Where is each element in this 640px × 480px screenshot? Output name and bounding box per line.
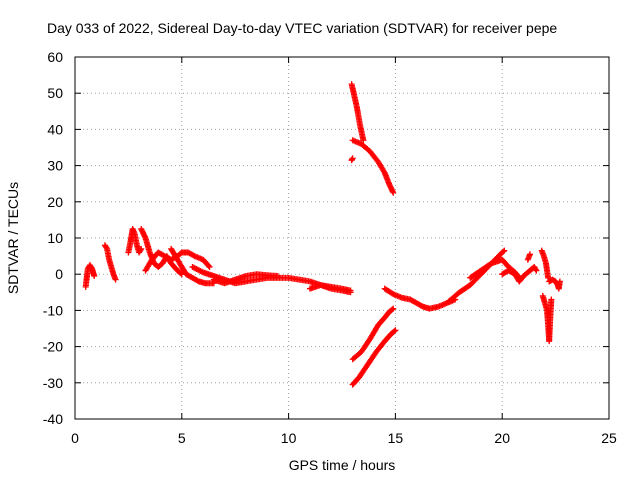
data-layer (82, 81, 563, 388)
data-point (500, 248, 507, 255)
series-arc-c (125, 225, 145, 256)
series-arc-h (210, 271, 281, 287)
y-tick-label: 10 (47, 230, 63, 246)
data-point (532, 266, 539, 273)
x-tick-label: 20 (494, 430, 510, 446)
data-point (501, 247, 508, 254)
data-point (206, 263, 213, 270)
series-arc-k (349, 137, 397, 196)
series-arc-q (467, 256, 523, 281)
grid-layer (75, 57, 609, 419)
series-arc-a (82, 262, 98, 290)
y-tick-label: -10 (43, 302, 63, 318)
y-tick-label: 60 (47, 49, 63, 65)
x-tick-label: 10 (281, 430, 297, 446)
y-tick-label: 50 (47, 85, 63, 101)
y-tick-label: -40 (43, 411, 63, 427)
data-point (533, 267, 540, 274)
data-point (389, 306, 396, 313)
data-point (390, 189, 397, 196)
series-arc-f (168, 245, 217, 287)
data-point (347, 289, 354, 296)
series-arc-s (524, 251, 533, 263)
series-arc-n (349, 327, 399, 388)
x-tick-label: 15 (388, 430, 404, 446)
data-point (205, 262, 212, 269)
series-arc-j (348, 81, 367, 144)
series-arc-l (348, 155, 356, 164)
series-arc-r (499, 263, 540, 285)
data-point (112, 276, 119, 283)
series-arc-u (539, 292, 555, 345)
y-tick-label: 30 (47, 158, 63, 174)
x-axis-label: GPS time / hours (289, 457, 396, 473)
data-point (545, 274, 552, 281)
data-point (138, 245, 145, 252)
data-point (198, 268, 205, 275)
y-tick-label: -30 (43, 375, 63, 391)
data-point (274, 273, 281, 280)
data-point (190, 252, 197, 259)
data-point (391, 328, 398, 335)
series-arc-o (381, 285, 459, 312)
data-point (137, 247, 144, 254)
x-tick-label: 5 (178, 430, 186, 446)
y-tick-label: -20 (43, 339, 63, 355)
chart-title: Day 033 of 2022, Sidereal Day-to-day VTE… (47, 20, 557, 36)
data-point (548, 296, 555, 303)
data-point (349, 155, 356, 162)
data-point (556, 278, 563, 285)
y-axis-label: SDTVAR / TECUs (5, 182, 21, 294)
y-tick-label: 40 (47, 121, 63, 137)
series-arc-i (306, 282, 354, 296)
data-point (392, 327, 399, 334)
series-arc-t (538, 247, 552, 281)
series-arc-m (349, 305, 397, 363)
series-arc-v (546, 276, 563, 292)
x-tick-label: 25 (601, 430, 617, 446)
y-tick-label: 20 (47, 194, 63, 210)
data-point (103, 244, 110, 251)
data-point (91, 273, 98, 280)
y-tick-label: 0 (55, 266, 63, 282)
tick-layer: 0 5 10 15 20 25 -40 -30 -20 -10 0 10 20 30 40 50 60 (43, 49, 617, 446)
data-point (526, 251, 533, 258)
data-point (390, 305, 397, 312)
data-point (360, 137, 367, 144)
series-arc-b (101, 242, 119, 283)
x-tick-label: 0 (71, 430, 79, 446)
